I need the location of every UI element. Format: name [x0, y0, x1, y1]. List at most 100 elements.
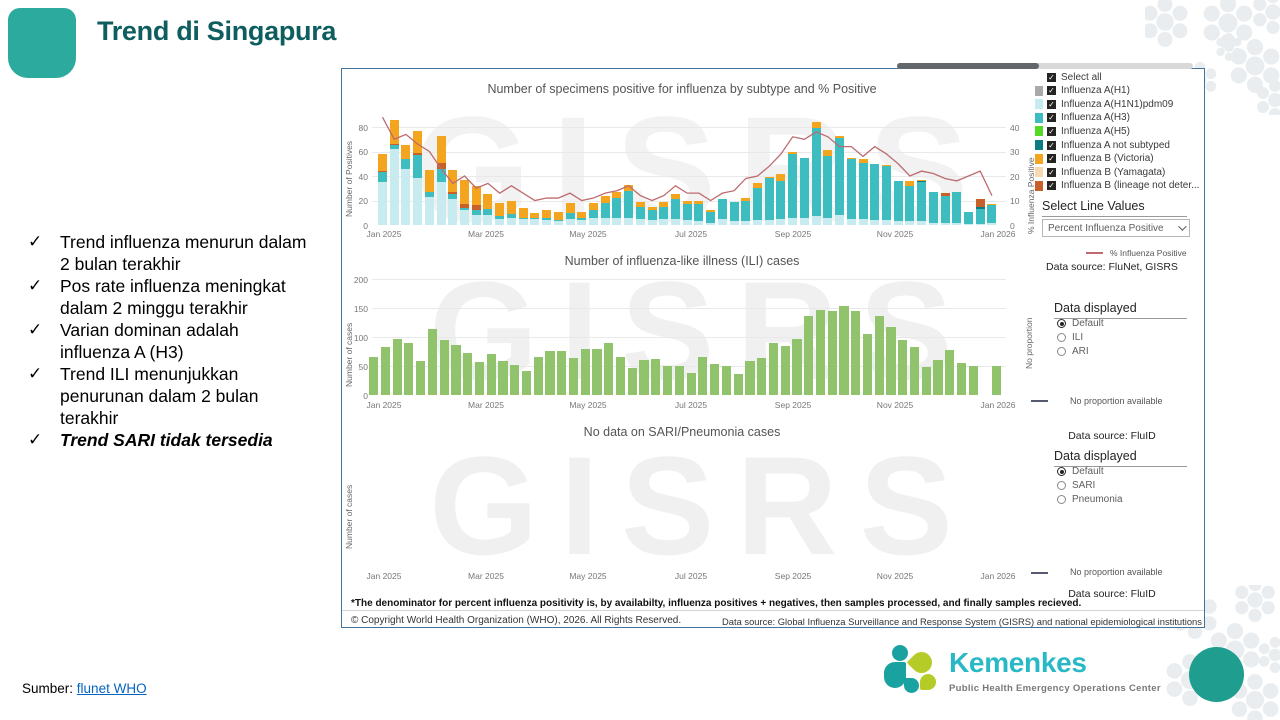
checkmark-icon: ✓ — [28, 320, 43, 339]
source-link[interactable]: flunet WHO — [76, 681, 147, 696]
legend-item[interactable]: ✓ Influenza B (lineage not deter... — [1035, 180, 1200, 192]
ili-bar — [651, 359, 661, 395]
stacked-bar — [612, 191, 622, 225]
radio2-default[interactable]: Default — [1057, 318, 1104, 329]
kemenkes-brand: Kemenkes — [949, 647, 1087, 678]
radio3-pneumonia[interactable]: Pneumonia — [1057, 494, 1123, 505]
bullet-list: ✓ Trend influenza menurun dalam 2 bulan t… — [24, 231, 312, 451]
stacked-bar — [413, 130, 423, 225]
stacked-bar — [706, 210, 716, 225]
checkbox-icon[interactable]: ✓ — [1047, 113, 1056, 123]
checkbox-icon[interactable]: ✓ — [1047, 154, 1056, 164]
legend-item[interactable]: ✓ Influenza A not subtyped — [1035, 139, 1200, 151]
stacked-bar — [471, 185, 481, 225]
legend-swatch — [1035, 112, 1043, 123]
radio-icon[interactable] — [1057, 467, 1066, 476]
bullet-text: Trend SARI tidak tersedia — [60, 430, 273, 450]
scrollbar-thumb[interactable] — [897, 63, 1039, 69]
chart1-y2tick: 0 — [1010, 220, 1015, 231]
scrollbar-track[interactable] — [897, 63, 1193, 69]
ili-bar — [663, 366, 673, 395]
legend-item[interactable]: ✓ Influenza B (Victoria) — [1035, 153, 1200, 165]
stacked-bar — [565, 202, 575, 225]
dashboard-footnote: *The denominator for percent influenza p… — [351, 598, 1082, 609]
legend-label: Select all — [1061, 71, 1102, 83]
ili-bar — [639, 360, 649, 395]
ili-bar — [627, 367, 637, 395]
stacked-bar — [530, 212, 540, 225]
ili-bar — [486, 354, 496, 395]
radio2-ili[interactable]: ILI — [1057, 332, 1083, 343]
checkbox-icon[interactable]: ✓ — [1047, 72, 1056, 82]
radio-icon[interactable] — [1057, 347, 1066, 356]
datasource-footer: Data source: Global Influenza Surveillan… — [722, 616, 1202, 627]
accent-square — [8, 8, 76, 78]
datasource-flunet: Data source: FluNet, GISRS — [1046, 261, 1178, 273]
checkbox-icon[interactable]: ✓ — [1047, 86, 1056, 96]
chart1-y2tick: 30 — [1010, 147, 1020, 157]
checkbox-icon[interactable]: ✓ — [1047, 140, 1056, 150]
ili-bar — [968, 366, 978, 395]
stacked-bar — [624, 184, 634, 225]
radio-icon[interactable] — [1057, 333, 1066, 342]
ili-bar — [686, 372, 696, 395]
ili-bar — [839, 306, 849, 395]
stacked-bar — [495, 202, 505, 225]
radio2-ari[interactable]: ARI — [1057, 346, 1089, 357]
radio3-sari[interactable]: SARI — [1057, 480, 1095, 491]
stacked-bar — [600, 195, 610, 225]
ili-bar — [898, 340, 908, 395]
legend-item[interactable]: ✓ Influenza A(H5) — [1035, 125, 1200, 137]
chart1-xtick: Nov 2025 — [876, 229, 914, 239]
bullet-item: ✓ Pos rate influenza meningkat dalam 2 mi… — [24, 275, 312, 319]
element — [372, 366, 1006, 367]
no-proportion-vlabel: No proportion — [1024, 317, 1034, 369]
source-label: Sumber: — [22, 681, 74, 696]
teal-circle-decoration — [1189, 647, 1244, 702]
checkbox-icon[interactable]: ✓ — [1047, 167, 1056, 177]
stacked-bar — [799, 157, 809, 225]
checkbox-icon[interactable]: ✓ — [1047, 126, 1056, 136]
radio-icon[interactable] — [1057, 481, 1066, 490]
stacked-bar — [588, 202, 598, 225]
stacked-bar — [741, 198, 751, 225]
stacked-bar — [952, 191, 962, 225]
bullet-item: ✓ Trend SARI tidak tersedia — [24, 429, 312, 451]
ili-bar — [921, 366, 931, 395]
ili-bar — [615, 356, 626, 395]
legend-label: Influenza B (Yamagata) — [1061, 166, 1166, 178]
checkbox-icon[interactable]: ✓ — [1047, 99, 1056, 109]
ili-bar — [604, 343, 614, 395]
stacked-bar — [717, 199, 727, 225]
chart1-y2tick: 10 — [1010, 196, 1020, 206]
ili-bar — [710, 364, 720, 395]
checkbox-icon[interactable]: ✓ — [1047, 181, 1056, 191]
ili-bar — [498, 361, 508, 395]
chart2-ytick: 100 — [353, 332, 368, 343]
legend-swatch — [1035, 180, 1043, 191]
stacked-bar — [823, 150, 833, 225]
radio-label: Pneumonia — [1072, 494, 1123, 505]
legend-select-all[interactable]: ✓ Select all — [1035, 71, 1200, 83]
checkmark-icon: ✓ — [28, 232, 43, 251]
stacked-bar — [764, 177, 774, 225]
chart2-ylabel: Number of cases — [344, 322, 354, 387]
legend-item[interactable]: ✓ Influenza A(H1N1)pdm09 — [1035, 98, 1200, 110]
bullet-text: Trend influenza menurun dalam 2 bulan te… — [60, 232, 307, 274]
stacked-bar — [753, 183, 763, 225]
chart3-xtick: Jan 2026 — [980, 571, 1016, 581]
legend-item[interactable]: ✓ Influenza A(H1) — [1035, 85, 1200, 97]
radio-icon[interactable] — [1057, 495, 1066, 504]
ili-bar — [439, 339, 449, 395]
element — [372, 176, 1006, 177]
radio3-default[interactable]: Default — [1057, 466, 1104, 477]
legend-item[interactable]: ✓ Influenza A(H3) — [1035, 112, 1200, 124]
legend-item[interactable]: ✓ Influenza B (Yamagata) — [1035, 166, 1200, 178]
element — [372, 308, 1006, 309]
radio-icon[interactable] — [1057, 319, 1066, 328]
stacked-bar — [893, 180, 903, 225]
chart1-xtick: May 2025 — [569, 229, 607, 239]
line-values-dropdown[interactable]: Percent Influenza Positive — [1042, 219, 1190, 237]
stacked-bar — [964, 211, 973, 225]
